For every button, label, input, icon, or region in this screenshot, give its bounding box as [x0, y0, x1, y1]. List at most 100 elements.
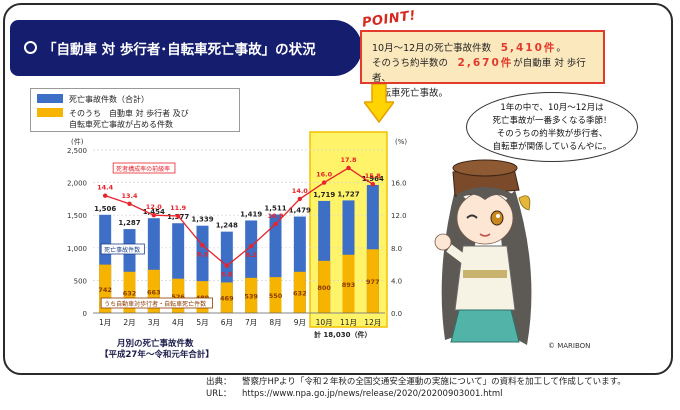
total-value-label: 1,511: [264, 204, 286, 212]
total-value-label: 1,454: [143, 208, 165, 216]
x-tick-label: 12月: [364, 318, 381, 327]
ratio-value-label: 11.9: [170, 204, 187, 212]
x-tick-label: 10月: [316, 318, 333, 327]
ped-value-label: 632: [293, 289, 307, 297]
y-tick-left: 1,500: [67, 212, 87, 220]
point-line1-text: 10月～12月の死亡事故件数: [372, 43, 492, 54]
y-unit-left: (件): [71, 137, 84, 146]
ratio-value-label: 8.3: [197, 250, 209, 258]
ratio-value-label: 13.4: [121, 192, 138, 200]
ratio-point: [346, 165, 351, 171]
point-line2-text: そのうち約半数の: [372, 58, 449, 69]
point-value-total: 5,410件: [500, 42, 557, 54]
y-tick-left: 2,000: [67, 180, 87, 188]
chart-legend: 死亡事故件数（合計） そのうち 自動車 対 歩行者 及び 自転車死亡事故が占める…: [30, 88, 240, 132]
ratio-line: [104, 167, 374, 267]
circle-icon: [24, 41, 37, 54]
ped-bar: [269, 277, 282, 313]
ratio-value-label: 10.9: [267, 212, 284, 220]
x-tick-label: 2月: [123, 318, 135, 327]
ped-bar: [342, 254, 355, 313]
bubble-line-3: そのうちの約半数が歩行者、: [496, 129, 608, 139]
ped-value-label: 469: [220, 295, 234, 303]
ratio-value-label: 12.0: [146, 203, 163, 211]
total-value-label: 1,727: [337, 190, 359, 198]
point-line3-text: 自転車死亡事故。: [372, 88, 449, 99]
ratio-series-tag: 死者構成率の前級率: [116, 165, 170, 173]
mascot-character-illustration: [434, 159, 532, 345]
total-value-label: 1,506: [94, 205, 116, 213]
ped-series-tag: うち自動車対歩行者・自転車死亡件数: [104, 300, 206, 308]
x-tick-label: 8月: [269, 318, 281, 327]
ped-value-label: 632: [123, 289, 137, 297]
ped-bar: [245, 277, 258, 313]
y-tick-left: 500: [74, 277, 87, 285]
y-tick-left: 0: [83, 310, 87, 318]
total-value-label: 1,719: [313, 191, 335, 199]
ratio-point: [321, 180, 327, 185]
ratio-value-label: 16.0: [316, 171, 333, 179]
bubble-line-1: 1年の中で、10月～12月は: [500, 103, 604, 113]
y-tick-left: 2,500: [67, 147, 87, 155]
x-tick-label: 6月: [221, 318, 233, 327]
ratio-value-label: 8.2: [245, 251, 257, 259]
ratio-point: [224, 263, 230, 268]
x-axis-title-1: 月別の死亡事故件数: [117, 339, 194, 349]
highlight-total-label: 計 18,030（件）: [314, 330, 371, 339]
x-axis-title-2: 【平成27年～令和元年合計】: [100, 350, 214, 360]
ratio-point: [151, 213, 157, 218]
point-box: 10月～12月の死亡事故件数 5,410件。 そのうち約半数の 2,670件が自…: [360, 30, 605, 99]
ped-value-label: 893: [342, 281, 356, 289]
bubble-line-2: 死亡事故が一番多くなる季節！: [492, 116, 612, 126]
y-tick-right: 16.0: [391, 180, 407, 188]
ped-value-label: 742: [98, 286, 112, 294]
total-value-label: 1,287: [118, 219, 140, 227]
ratio-point: [273, 221, 278, 227]
ped-value-label: 526: [171, 293, 185, 301]
total-value-label: 1,419: [240, 210, 262, 218]
y-tick-right: 8.0: [391, 245, 402, 253]
point-value-ped: 2,670件: [457, 57, 514, 69]
ped-bar: [366, 249, 379, 313]
source-text: 警察庁HPより「令和２年秋の全国交通安全運動の実施について」の資料を加工して作成…: [242, 377, 626, 387]
total-value-label: 1,339: [191, 216, 213, 224]
source-url: https://www.npa.go.jp/news/release/2020/…: [242, 389, 503, 399]
ped-value-label: 800: [317, 284, 331, 292]
y-tick-right: 4.0: [391, 277, 402, 285]
illustration-credit: © MARIBON: [548, 342, 591, 350]
y-tick-right: 12.0: [391, 212, 407, 220]
total-value-label: 1,964: [362, 175, 384, 183]
ratio-value-label: 14.4: [97, 184, 114, 192]
ratio-value-label: 17.8: [340, 156, 357, 164]
speech-bubble: 1年の中で、10月～12月は 死亡事故が一番多くなる季節！ そのうちの約半数が歩…: [466, 92, 638, 162]
x-tick-label: 1月: [99, 318, 111, 327]
legend-item-ped-2: 自転車死亡事故が占める件数: [69, 120, 173, 129]
x-tick-label: 7月: [245, 318, 257, 327]
ratio-point: [370, 182, 376, 187]
ped-bar: [293, 271, 306, 313]
legend-item-total: 死亡事故件数（合計）: [69, 95, 149, 104]
ped-value-label: 550: [269, 292, 283, 300]
ratio-value-label: 15.8: [365, 172, 382, 180]
ped-bar: [220, 282, 233, 313]
ratio-point: [127, 201, 132, 206]
x-tick-label: 11月: [340, 318, 357, 327]
ratio-value-label: 5.8: [221, 271, 233, 279]
ratio-point: [102, 193, 108, 198]
x-tick-label: 3月: [148, 318, 160, 327]
ped-value-label: 663: [147, 288, 161, 296]
y-tick-right: 0.0: [391, 310, 402, 318]
ped-value-label: 539: [244, 292, 258, 300]
ratio-point: [200, 243, 205, 248]
total-series-tag-box: [100, 243, 145, 255]
ped-value-label: 977: [366, 278, 380, 286]
bubble-line-4: 自転車が関係しているんやに。: [492, 142, 612, 152]
ratio-series-tag-box: [112, 162, 176, 174]
y-tick-left: 1,000: [67, 245, 87, 253]
legend-swatch-total: [37, 94, 63, 103]
x-tick-label: 5月: [196, 318, 208, 327]
y-unit-right: (%): [395, 138, 407, 146]
page-title: 「自動車 対 歩行者･自転車死亡事故」の状況: [43, 42, 316, 58]
x-tick-label: 4月: [172, 318, 184, 327]
x-tick-label: 9月: [294, 318, 306, 327]
